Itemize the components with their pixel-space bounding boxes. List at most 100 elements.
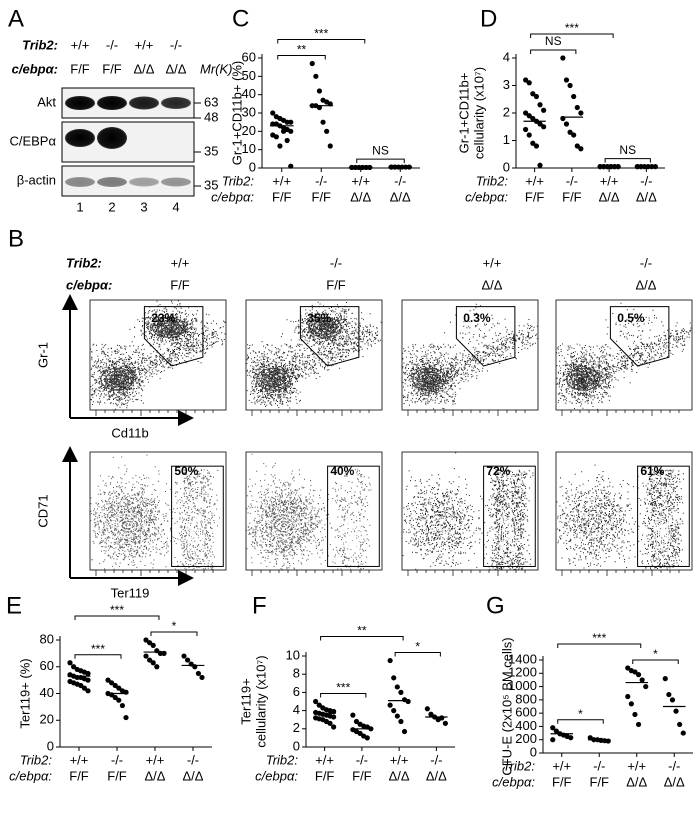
data-point <box>387 702 393 708</box>
data-point <box>280 128 287 134</box>
blot-band <box>161 177 191 187</box>
gate-label: 40% <box>330 464 354 478</box>
x-tick-label: -/- <box>566 173 578 188</box>
data-point <box>116 697 122 703</box>
x-tick-label: Δ/Δ <box>626 774 647 789</box>
panel-label: F <box>252 592 267 619</box>
data-point <box>277 143 283 149</box>
contour <box>589 522 599 529</box>
data-point <box>327 720 333 726</box>
data-point <box>394 713 400 719</box>
contour <box>499 510 517 559</box>
data-point <box>574 104 580 111</box>
band-label: Akt <box>37 94 56 109</box>
event-dots <box>246 301 382 409</box>
contour <box>164 324 173 331</box>
data-point <box>85 670 91 677</box>
significance-bracket <box>604 158 651 163</box>
y-tick-label: 1400 <box>508 651 537 666</box>
gate-label: 23% <box>151 311 175 325</box>
genotype-label: +/+ <box>171 255 190 270</box>
data-point <box>398 718 404 725</box>
x-tick-label: F/F <box>69 768 89 783</box>
significance-label: * <box>578 707 583 721</box>
data-point <box>578 110 584 116</box>
y-tick-label: 40 <box>242 86 256 101</box>
blot-band <box>65 177 95 187</box>
data-point <box>533 143 540 149</box>
y-tick-label: 80 <box>40 631 54 646</box>
data-point <box>331 714 337 720</box>
blot-band <box>161 97 191 109</box>
contour <box>320 324 329 331</box>
genotype-label: F/F <box>326 277 346 292</box>
data-point <box>428 711 434 717</box>
genotype-row-label: Trib2: <box>22 37 58 52</box>
significance-label: *** <box>565 21 579 35</box>
data-point <box>112 682 118 689</box>
significance-bracket <box>356 158 405 164</box>
significance-label: *** <box>91 642 105 656</box>
data-point <box>78 682 84 689</box>
y-tick-label: 30 <box>242 104 256 119</box>
y-tick-label: 8 <box>293 666 300 681</box>
contour <box>116 516 141 534</box>
data-point <box>353 718 360 725</box>
data-point <box>273 134 279 140</box>
significance-bracket <box>557 719 604 724</box>
contour <box>345 517 359 552</box>
gate <box>483 465 536 567</box>
panel-label: A <box>8 5 24 32</box>
data-point <box>364 735 370 741</box>
contour <box>421 373 438 385</box>
data-point <box>394 684 400 690</box>
x-row-label: Trib2: <box>503 758 536 773</box>
data-point <box>181 653 187 659</box>
x-tick-label: F/F <box>552 774 572 789</box>
data-point <box>639 677 645 683</box>
significance-label: NS <box>372 143 389 157</box>
gate <box>609 306 670 367</box>
data-point <box>331 724 337 730</box>
y-axis-label: cellularity (x10⁷) <box>471 67 486 159</box>
contour <box>152 317 186 338</box>
contour <box>100 367 135 391</box>
x-tick-label: F/F <box>107 768 127 783</box>
panel-label: C <box>232 5 249 32</box>
data-point <box>530 140 536 146</box>
x-row-label: Trib2: <box>266 752 299 767</box>
data-point <box>147 640 153 646</box>
data-point <box>350 712 356 718</box>
contour <box>161 322 177 333</box>
genotype-label: +/+ <box>483 255 502 270</box>
data-point <box>625 665 631 671</box>
gate <box>455 306 516 367</box>
genotype-label: F/F <box>70 61 90 76</box>
x-tick-label: Δ/Δ <box>426 768 447 783</box>
significance-bracket <box>74 615 160 620</box>
x-tick-label: -/- <box>593 758 605 773</box>
y-tick-label: 800 <box>515 691 537 706</box>
data-point <box>185 657 191 663</box>
contour <box>279 522 289 529</box>
blot-band <box>129 177 159 187</box>
data-point <box>563 77 570 83</box>
gate-label: 72% <box>486 464 510 478</box>
x-tick-label: Δ/Δ <box>389 768 410 783</box>
data-point <box>195 670 201 677</box>
y-tick-label: 1000 <box>508 678 537 693</box>
contour <box>120 519 136 531</box>
y-axis-label: Ter119+ <box>238 678 253 724</box>
y-axis-label: Gr-1+CD11b+ <box>456 73 471 154</box>
panel-label: G <box>486 592 505 619</box>
lane-number: 3 <box>140 199 147 214</box>
data-point <box>67 660 73 666</box>
contour <box>189 517 203 552</box>
data-point <box>550 725 556 731</box>
x-tick-label: F/F <box>315 768 335 783</box>
marker-label: 48 <box>204 109 218 124</box>
contour <box>308 317 342 338</box>
data-point <box>442 720 448 726</box>
data-point <box>401 728 408 735</box>
blot-band <box>97 127 127 149</box>
